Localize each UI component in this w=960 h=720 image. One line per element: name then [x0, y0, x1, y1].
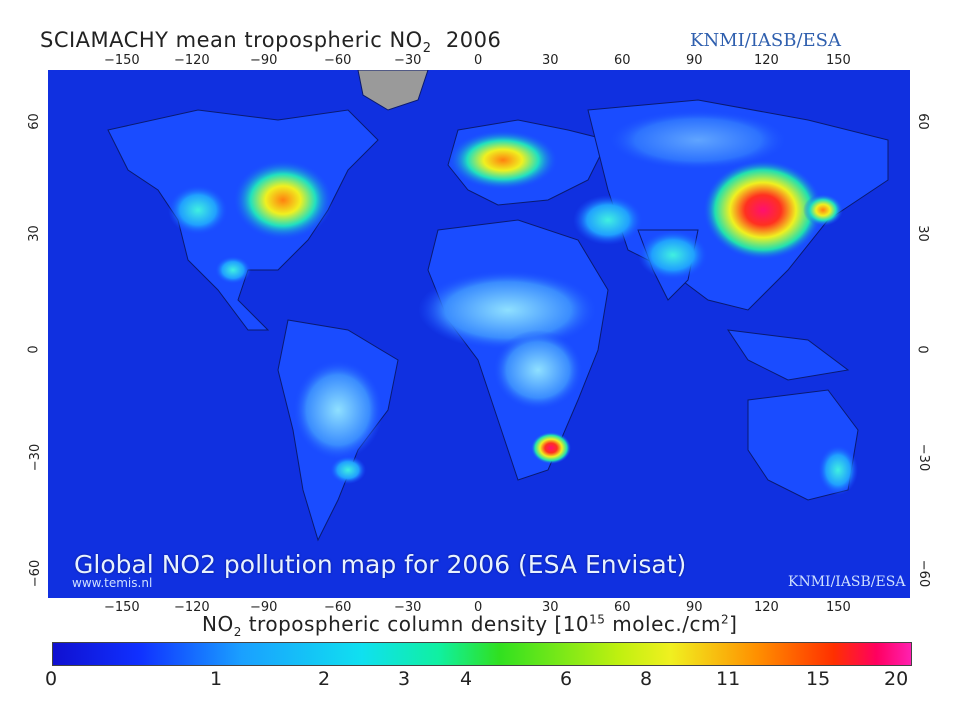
colorbar-tick: 1: [210, 668, 223, 690]
map-title: SCIAMACHY mean tropospheric NO2 2006: [40, 28, 502, 57]
hotspot-mexico: [215, 256, 251, 284]
hotspot-europe: [448, 130, 558, 190]
lat-tick-right: −60: [916, 559, 932, 588]
lon-tick-bottom: 150: [826, 600, 851, 615]
lon-tick-top: 120: [754, 53, 779, 68]
lon-tick-top: −90: [250, 53, 278, 68]
lat-tick-left: −60: [28, 559, 44, 588]
lon-tick-top: 90: [686, 53, 703, 68]
lon-tick-top: −30: [394, 53, 422, 68]
hotspot-eastern-us: [233, 160, 333, 240]
haze-south-america: [293, 360, 383, 460]
lon-tick-bottom: 120: [754, 600, 779, 615]
haze-central-africa: [418, 270, 598, 350]
lon-tick-top: −120: [174, 53, 210, 68]
map-canvas: [48, 70, 910, 598]
lon-tick-top: 0: [474, 53, 483, 68]
hotspot-western-us: [168, 185, 228, 235]
lon-tick-bottom: −150: [104, 600, 140, 615]
hotspot-india: [638, 230, 708, 280]
lat-tick-right: 0: [914, 345, 930, 354]
hotspot-middle-east: [573, 195, 643, 245]
hotspot-japan: [803, 194, 843, 226]
lat-tick-left: −30: [28, 443, 44, 472]
knmi-watermark: KNMI/IASB/ESA: [788, 574, 906, 590]
hotspot-east-china: [703, 160, 823, 260]
map-caption: Global NO2 pollution map for 2006 (ESA E…: [74, 550, 687, 579]
hotspot-south-africa: [531, 432, 571, 464]
lon-tick-top: −60: [324, 53, 352, 68]
lon-tick-bottom: −30: [394, 600, 422, 615]
lon-tick-bottom: −90: [250, 600, 278, 615]
lon-tick-top: 60: [614, 53, 631, 68]
hotspot-buenos-aires: [330, 456, 366, 484]
credit-label: KNMI/IASB/ESA: [690, 30, 842, 51]
colorbar-label: NO2 tropospheric column density [1015 mo…: [202, 612, 738, 639]
colorbar-tick: 3: [398, 668, 411, 690]
lon-tick-bottom: 90: [686, 600, 703, 615]
colorbar-tick: 0: [45, 668, 58, 690]
haze-siberia: [608, 110, 788, 170]
haze-australia-east: [818, 445, 858, 495]
colorbar-tick: 6: [560, 668, 573, 690]
lon-tick-bottom: 0: [474, 600, 483, 615]
lon-tick-bottom: −60: [324, 600, 352, 615]
lon-tick-bottom: −120: [174, 600, 210, 615]
colorbar-tick: 4: [460, 668, 473, 690]
lat-tick-left: 30: [26, 225, 42, 242]
colorbar-tick: 8: [640, 668, 653, 690]
colorbar-tick: 2: [318, 668, 331, 690]
se-asia-shape: [726, 329, 850, 381]
lat-tick-left: 60: [26, 113, 42, 130]
haze-southern-africa: [493, 330, 583, 410]
colorbar-tick: 15: [806, 668, 831, 690]
no2-hotspots: [168, 110, 858, 495]
lat-tick-left: 0: [26, 345, 42, 354]
colorbar-tick: 11: [716, 668, 741, 690]
lat-tick-right: −30: [916, 443, 932, 472]
lon-tick-top: −150: [104, 53, 140, 68]
colorbar-tick: 20: [884, 668, 909, 690]
lon-tick-bottom: 60: [614, 600, 631, 615]
lon-tick-top: 30: [542, 53, 559, 68]
greenland-shape: [357, 70, 429, 111]
lat-tick-right: 60: [914, 113, 930, 130]
lon-tick-bottom: 30: [542, 600, 559, 615]
lon-tick-top: 150: [826, 53, 851, 68]
no2-world-map: [48, 70, 910, 598]
colorbar: [52, 642, 912, 666]
lat-tick-right: 30: [914, 225, 930, 242]
temis-watermark: www.temis.nl: [72, 576, 153, 590]
